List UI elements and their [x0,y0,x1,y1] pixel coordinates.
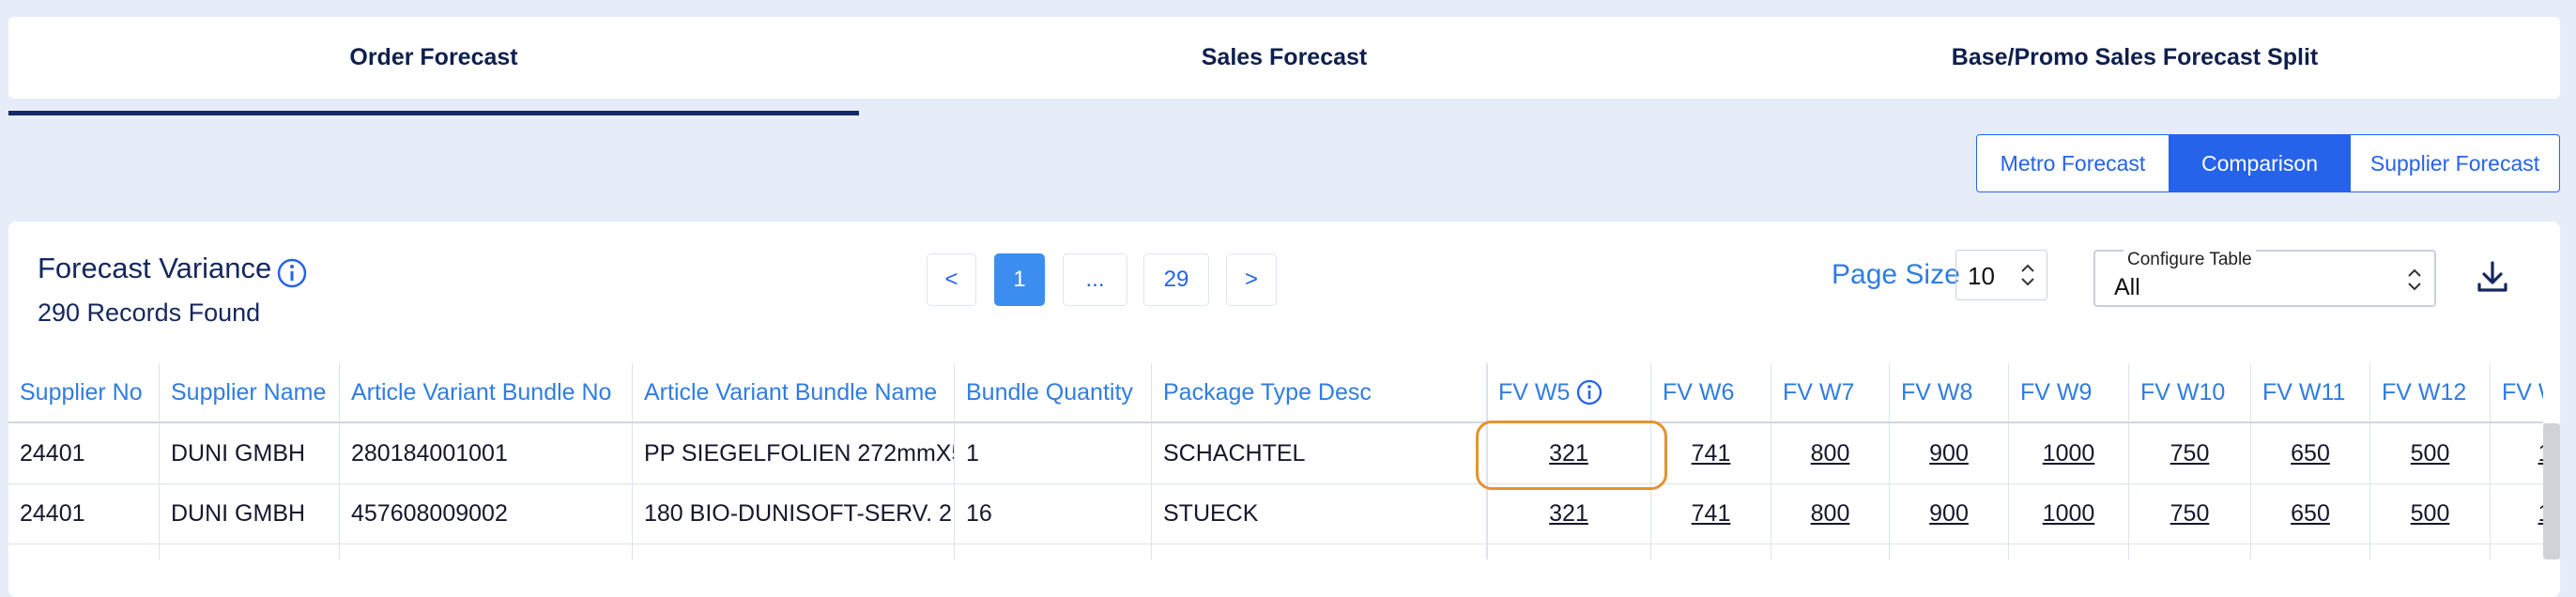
column-header[interactable]: Supplier Name [160,363,340,423]
column-header[interactable]: FV W10 [2129,363,2251,423]
table-cell: PP SIEGELFOLIEN 272mmX5 [633,423,955,484]
empty-cell [2129,544,2251,559]
column-header[interactable]: FV W6 [1651,363,1771,423]
info-icon[interactable] [1575,378,1603,406]
table-cell: STUECK [1152,484,1487,544]
forecast-value[interactable]: 321 [1487,423,1651,484]
page-size-label: Page Size [1832,259,1960,290]
configure-table-select[interactable]: Configure Table All [2093,250,2436,307]
table-cell: 280184001001 [340,423,633,484]
empty-cell [2009,544,2129,559]
toggle-button[interactable]: Metro Forecast [1976,134,2170,192]
page-button[interactable]: 1 [994,253,1045,306]
scrollbar [2543,423,2560,559]
toggle-button[interactable]: Supplier Forecast [2350,134,2560,192]
forecast-value[interactable]: 1000 [2009,423,2129,484]
empty-cell [2370,544,2491,559]
records-count: 290 Records Found [38,298,261,327]
table-cell: 24401 [8,423,160,484]
column-header[interactable]: FV W12 [2370,363,2491,423]
forecast-value[interactable]: 321 [1487,484,1651,544]
forecast-value[interactable]: 750 [2129,484,2251,544]
toggle-button[interactable]: Comparison [2169,134,2351,192]
forecast-value[interactable]: 800 [1771,484,1890,544]
table-cell: 16 [955,484,1152,544]
configure-table-value: All [2114,274,2140,300]
table-cell: 24401 [8,484,160,544]
tab-bar: Order Forecast Sales Forecast Base/Promo… [8,17,2560,115]
column-header[interactable]: Supplier No [8,363,160,423]
configure-table-label: Configure Table [2124,250,2256,270]
download-icon[interactable] [2475,259,2510,295]
column-header[interactable]: Package Type Desc [1152,363,1487,423]
empty-cell [160,544,340,559]
next-page[interactable]: > [1226,253,1277,306]
tab[interactable]: Base/Promo Sales Forecast Split [1951,44,2319,70]
select-arrows [2408,268,2421,291]
empty-cell [1890,544,2009,559]
column-header[interactable]: FV W9 [2009,363,2129,423]
highlight-box [1476,421,1667,490]
spacer-cell [1476,544,1488,559]
empty-cell [2251,544,2370,559]
forecast-value[interactable]: 800 [1771,423,1890,484]
empty-cell [340,544,633,559]
empty-cell [633,544,955,559]
table-cell: DUNI GMBH [160,484,340,544]
forecast-value[interactable]: 750 [2129,423,2251,484]
info-icon[interactable] [276,257,308,289]
forecast-value[interactable]: 900 [1890,484,2009,544]
table-cell: 457608009002 [340,484,633,544]
column-header[interactable]: FV W [2491,363,2543,423]
data-table: Supplier No Supplier Name Article Variant … [8,363,2543,559]
empty-cell [1152,544,1487,559]
column-header[interactable]: FV W11 [2251,363,2370,423]
table-cell: SCHACHTEL [1152,423,1487,484]
empty-cell [1651,544,1771,559]
tab[interactable]: Sales Forecast [1201,44,1368,70]
table-cell: 1 [955,423,1152,484]
forecast-value[interactable]: 500 [2370,423,2491,484]
panel-title: Forecast Variance [38,252,272,284]
prev-page[interactable]: < [927,253,976,306]
forecast-value[interactable]: 650 [2251,423,2370,484]
table-cell: 180 BIO-DUNISOFT-SERV. 2 [633,484,955,544]
page-size-select[interactable]: 10 [1955,250,2047,300]
empty-cell [1771,544,1890,559]
empty-cell [955,544,1152,559]
forecast-value[interactable]: 1 [2491,484,2543,544]
page-button[interactable]: ... [1063,253,1127,306]
empty-cell [1487,544,1651,559]
column-header[interactable]: Article Variant Bundle Name [633,363,955,423]
tab[interactable]: Order Forecast [349,44,518,70]
forecast-value[interactable]: 900 [1890,423,2009,484]
page: Order Forecast Sales Forecast Base/Promo… [8,17,2560,597]
forecast-value[interactable]: 500 [2370,484,2491,544]
page-size-value: 10 [1968,262,1995,290]
forecast-value[interactable]: 741 [1651,484,1771,544]
forecast-value[interactable]: 1000 [2009,484,2129,544]
forecast-value[interactable]: 1 [2491,423,2543,484]
column-header[interactable]: FV W5 [1487,363,1651,423]
panel [8,222,2560,597]
column-header[interactable]: Bundle Quantity [955,363,1152,423]
empty-cell [8,544,160,559]
column-header[interactable]: FV W8 [1890,363,2009,423]
column-header[interactable]: Article Variant Bundle No [340,363,633,423]
empty-cell [2491,544,2543,559]
table-cell: DUNI GMBH [160,423,340,484]
active-tab-indicator [8,111,859,115]
forecast-value[interactable]: 741 [1651,423,1771,484]
page-button[interactable]: 29 [1143,253,1209,306]
forecast-value[interactable]: 650 [2251,484,2370,544]
column-header[interactable]: FV W7 [1771,363,1890,423]
select-arrows [2021,264,2034,286]
